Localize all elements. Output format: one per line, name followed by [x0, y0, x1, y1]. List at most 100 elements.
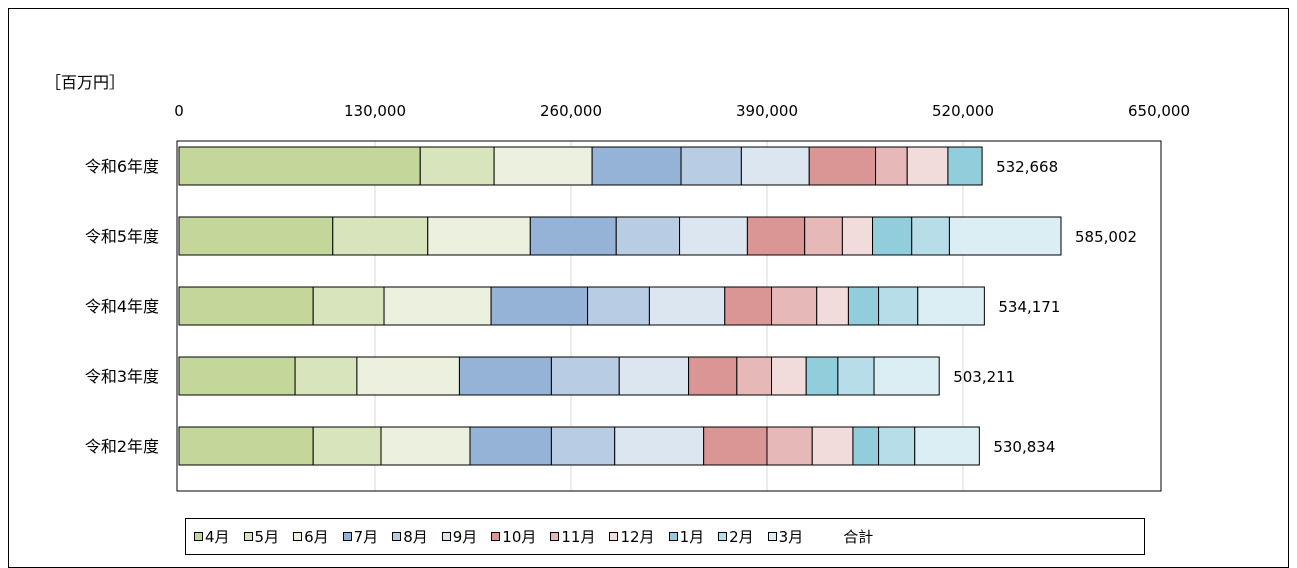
bar-segment — [766, 426, 813, 466]
plot-area — [176, 140, 1162, 492]
x-tick-label: 650,000 — [1128, 102, 1190, 120]
legend-total-label: 合計 — [843, 528, 874, 546]
legend: 4月 5月 6月 7月 8月 9月 10月 11月 12月 1月 2月 3月 合計 — [185, 518, 1145, 555]
legend-label: 3月 — [778, 528, 804, 546]
bar-segment — [804, 216, 843, 256]
bar-segment — [178, 286, 314, 326]
chart-plot: 0 130,000 260,000 390,000 520,000 650,000 令和6年… — [85, 102, 1190, 492]
legend-label: 9月 — [452, 528, 478, 546]
bar-segment — [550, 356, 620, 396]
bar-segment — [427, 216, 531, 256]
bar-segment — [178, 426, 314, 466]
bar-segment — [688, 356, 738, 396]
legend-label: 6月 — [304, 528, 329, 546]
bar-segment — [878, 426, 916, 466]
bar-segment — [917, 286, 985, 326]
bar-segment — [332, 216, 429, 256]
bar-segment — [948, 216, 1062, 256]
legend-label: 1月 — [679, 528, 705, 546]
legend-swatch — [194, 532, 203, 541]
unit-label: ［百万円］ — [45, 73, 126, 92]
x-tick-label: 0 — [174, 102, 184, 120]
legend-label: 7月 — [353, 528, 379, 546]
bar-segment — [852, 426, 880, 466]
bar-segment — [587, 286, 650, 326]
x-tick-label: 520,000 — [932, 102, 994, 120]
bar-segment — [873, 356, 940, 396]
legend-swatch — [491, 532, 501, 541]
bar-segment — [746, 216, 806, 256]
legend-swatch — [243, 532, 253, 541]
bar-segment — [529, 216, 617, 256]
bar-segment — [805, 356, 839, 396]
bar-segment — [911, 216, 950, 256]
total-label: 534,171 — [998, 298, 1060, 316]
legend-label: 12月 — [620, 528, 655, 546]
bar-segment — [493, 146, 593, 186]
category-label: 令和5年度 — [85, 227, 159, 246]
bar-segment — [178, 216, 334, 256]
bar-segment — [847, 286, 880, 326]
bar-segment — [380, 426, 471, 466]
x-tick-label: 130,000 — [344, 102, 406, 120]
x-tick-label: 390,000 — [736, 102, 798, 120]
legend-swatch — [293, 532, 303, 541]
bar-segment — [914, 426, 980, 466]
bar-segment — [947, 146, 983, 186]
legend-item: 12月 — [609, 526, 655, 547]
bar-segment — [294, 356, 358, 396]
legend-swatch — [767, 532, 777, 541]
bar-segment — [680, 146, 742, 186]
category-label: 令和3年度 — [85, 367, 159, 386]
legend-item: 4月 — [194, 526, 230, 547]
bar-segment — [614, 426, 705, 466]
bar-segment — [808, 146, 877, 186]
legend-item: 10月 — [491, 526, 536, 547]
legend-label: 4月 — [205, 528, 230, 546]
legend-label: 11月 — [561, 528, 596, 546]
bar-segment — [875, 146, 908, 186]
total-label: 585,002 — [1075, 228, 1137, 246]
category-label: 令和4年度 — [85, 297, 159, 316]
bar-segment — [550, 426, 616, 466]
bar-segment — [816, 286, 849, 326]
legend-item: 9月 — [441, 526, 478, 547]
bar-segment — [771, 356, 807, 396]
bar-segment — [906, 146, 949, 186]
legend-item: 8月 — [392, 526, 428, 547]
bar-segment — [591, 146, 682, 186]
bar-segment — [419, 146, 495, 186]
bar-segment — [615, 216, 681, 256]
bar-segment — [356, 356, 460, 396]
bar-segment — [618, 356, 690, 396]
bar-segment — [837, 356, 875, 396]
bar-segment — [878, 286, 919, 326]
legend-item: 7月 — [342, 526, 379, 547]
legend-item: 11月 — [550, 526, 595, 547]
legend-item: 5月 — [243, 526, 280, 547]
bar-segment — [740, 146, 810, 186]
x-tick-label: 260,000 — [540, 102, 602, 120]
legend-label: 5月 — [254, 528, 280, 546]
total-label: 532,668 — [996, 158, 1058, 176]
bar-segment — [872, 216, 913, 256]
bar-segment — [679, 216, 748, 256]
legend-swatch — [441, 532, 451, 541]
chart-frame: ［百万円］ 0 130,000 260,000 390,000 520,000 650,0… — [8, 8, 1289, 568]
bar-segment — [771, 286, 818, 326]
bar-segment — [490, 286, 589, 326]
legend-swatch — [609, 532, 619, 541]
bar-segment — [178, 356, 296, 396]
legend-swatch — [550, 532, 560, 541]
bar-segment — [178, 146, 421, 186]
bar-segment — [811, 426, 854, 466]
bar-segment — [736, 356, 773, 396]
legend-item: 2月 — [718, 526, 754, 547]
legend-swatch — [392, 532, 402, 541]
legend-label: 10月 — [502, 528, 537, 546]
total-label: 503,211 — [953, 368, 1015, 386]
legend-swatch — [668, 532, 678, 541]
legend-label: 2月 — [729, 528, 754, 546]
bar-segment — [312, 286, 385, 326]
bar-segment — [312, 426, 382, 466]
